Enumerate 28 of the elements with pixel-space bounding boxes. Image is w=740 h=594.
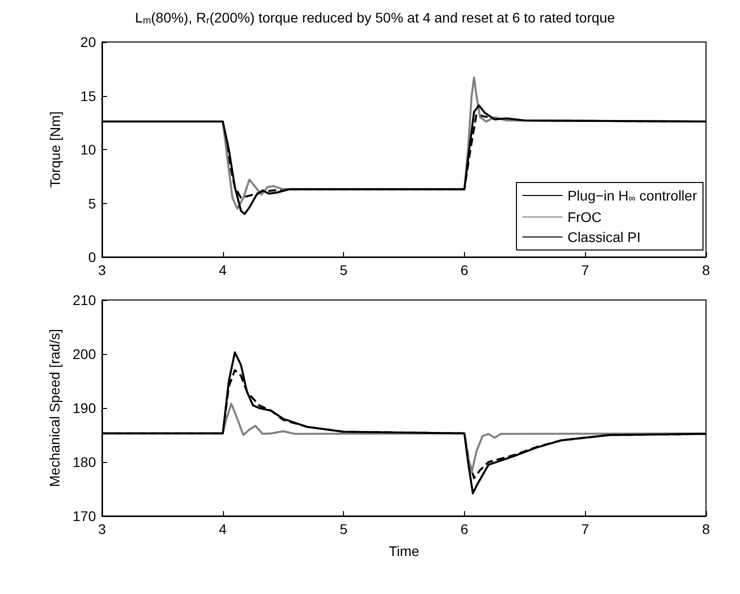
y-tick-label: 5 [88, 195, 96, 212]
y-axis-title: Mechanical Speed [rad/s] [46, 329, 63, 487]
y-tick-label: 190 [72, 400, 96, 416]
y-tick-label: 210 [72, 292, 96, 308]
x-tick-label: 3 [98, 262, 106, 278]
y-tick-label: 10 [80, 142, 96, 158]
y-tick-label: 200 [72, 346, 96, 362]
y-axis-title: Torque [Nm] [47, 111, 63, 188]
x-tick-label: 6 [460, 262, 468, 278]
x-tick-label: 8 [702, 521, 710, 537]
x-tick-label: 6 [460, 521, 468, 537]
x-tick-label: 7 [581, 262, 590, 278]
y-tick-label: 180 [72, 454, 96, 470]
x-tick-label: 4 [218, 521, 227, 537]
y-tick-label: 170 [72, 508, 96, 524]
legend-label: Plug−in H∞ controller [567, 188, 698, 204]
y-tick-label: 20 [80, 34, 96, 50]
x-tick-label: 7 [581, 521, 590, 537]
y-tick-label: 0 [88, 249, 96, 265]
x-axis-title: Time [388, 543, 420, 559]
x-tick-label: 8 [702, 262, 710, 278]
x-tick-label: 4 [218, 262, 227, 278]
x-tick-label: 5 [340, 262, 348, 278]
x-tick-label: 5 [340, 521, 348, 537]
x-tick-label: 3 [98, 521, 106, 537]
y-tick-label: 15 [80, 88, 96, 104]
legend-label: Classical PI [567, 229, 641, 245]
legend-label: FrOC [567, 209, 602, 225]
